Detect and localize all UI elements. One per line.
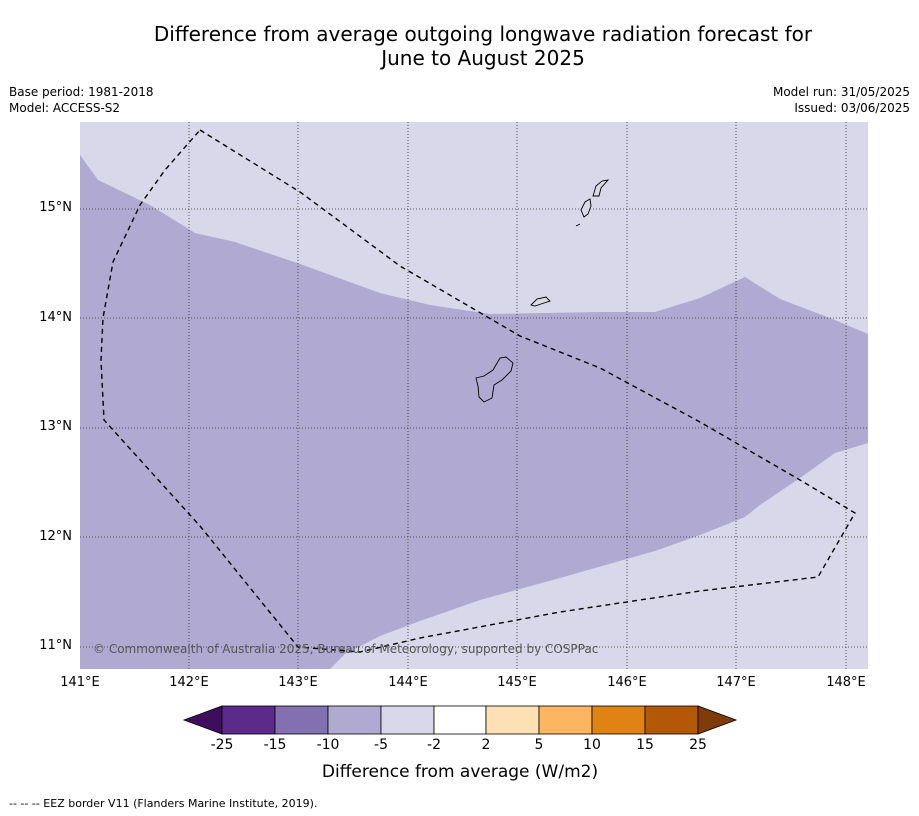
model-name: Model: ACCESS-S2 bbox=[9, 101, 121, 115]
lon-label-146: 146°E bbox=[607, 675, 647, 690]
model-run: Model run: 31/05/2025 bbox=[772, 85, 910, 99]
island-rota bbox=[530, 296, 551, 307]
colorbar-bin-1 bbox=[221, 705, 276, 735]
colorbar-tick: 15 bbox=[636, 737, 654, 753]
colorbar-bin-5 bbox=[433, 705, 487, 735]
lon-label-147: 147°E bbox=[716, 675, 756, 690]
lon-label-148: 148°E bbox=[826, 675, 866, 690]
chart-title: Difference from average outgoing longwav… bbox=[0, 22, 919, 70]
meta-right: Model run: 31/05/2025 Issued: 03/06/2025 bbox=[773, 84, 910, 116]
colorbar-extend-low bbox=[182, 705, 223, 735]
colorbar-bin-9 bbox=[644, 705, 699, 735]
island-guam bbox=[475, 356, 514, 403]
title-line-2: June to August 2025 bbox=[381, 46, 585, 70]
eez-border bbox=[100, 129, 856, 653]
lat-label-12: 12°N bbox=[39, 529, 72, 544]
lon-label-143: 143°E bbox=[278, 675, 318, 690]
colorbar-label: Difference from average (W/m2) bbox=[321, 762, 599, 782]
islands bbox=[475, 179, 610, 403]
lon-label-145: 145°E bbox=[497, 675, 537, 690]
colorbar-tick: -10 bbox=[316, 737, 340, 753]
island-aguijan bbox=[575, 223, 581, 227]
island-saipan bbox=[592, 179, 610, 197]
colorbar-tick: -5 bbox=[374, 737, 388, 753]
colorbar-tick: -2 bbox=[427, 737, 441, 753]
footnote-eez: -- -- -- EEZ border V11 (Flanders Marine… bbox=[9, 797, 318, 810]
colorbar-bin-7 bbox=[538, 705, 593, 735]
colorbar-bin-4 bbox=[380, 705, 435, 735]
colorbar-tick: 5 bbox=[534, 737, 544, 753]
colorbar-bin-2 bbox=[274, 705, 329, 735]
lon-label-142: 142°E bbox=[169, 675, 209, 690]
colorbar-tick: 25 bbox=[689, 737, 707, 753]
lon-label-144: 144°E bbox=[388, 675, 428, 690]
lat-label-11: 11°N bbox=[39, 638, 72, 653]
lat-label-13: 13°N bbox=[39, 419, 72, 434]
colorbar-bin-3 bbox=[327, 705, 382, 735]
colorbar bbox=[182, 705, 738, 735]
title-line-1: Difference from average outgoing longwav… bbox=[153, 22, 813, 46]
colorbar-extend-high bbox=[697, 705, 738, 735]
colorbar-bin-8 bbox=[591, 705, 646, 735]
graticule bbox=[80, 122, 868, 669]
meta-left: Base period: 1981-2018 Model: ACCESS-S2 bbox=[9, 84, 154, 116]
island-tinian bbox=[580, 198, 592, 218]
colorbar-tick: 2 bbox=[481, 737, 491, 753]
colorbar-tick: 10 bbox=[583, 737, 601, 753]
colorbar-tick: -15 bbox=[263, 737, 287, 753]
issued-date: Issued: 03/06/2025 bbox=[794, 101, 910, 115]
lon-label-141: 141°E bbox=[60, 675, 100, 690]
colorbar-bin-6 bbox=[485, 705, 540, 735]
colorbar-tick: -25 bbox=[210, 737, 234, 753]
copyright-notice: © Commonwealth of Australia 2025, Bureau… bbox=[93, 642, 599, 656]
base-period: Base period: 1981-2018 bbox=[9, 85, 154, 99]
anomaly-band bbox=[80, 155, 868, 669]
lat-label-14: 14°N bbox=[39, 310, 72, 325]
lat-label-15: 15°N bbox=[39, 200, 72, 215]
